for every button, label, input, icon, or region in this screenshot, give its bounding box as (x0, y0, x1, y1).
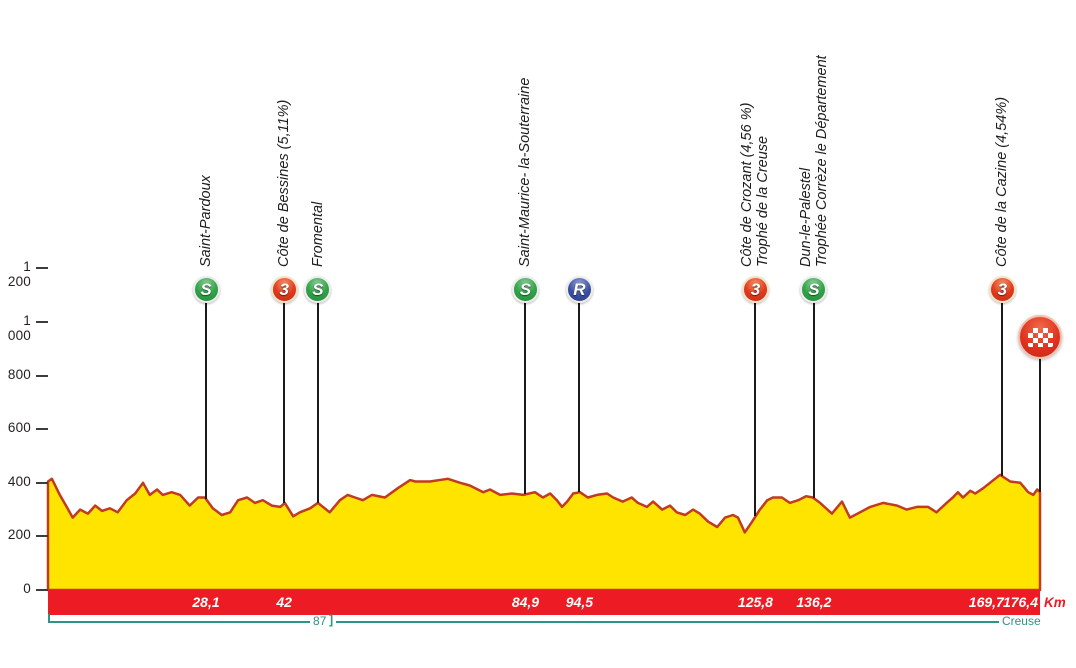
sprint-marker-stem (316, 299, 319, 503)
sprint-marker-stem (524, 299, 527, 495)
marker-name-label: Saint-Maurice- la-Souterraine (517, 78, 533, 267)
y-axis-tick-label: 0 (23, 581, 31, 596)
km-distance-label: 42 (276, 594, 292, 610)
marker-symbol: R (573, 279, 586, 299)
feed-marker-stem (578, 299, 581, 493)
marker-name-line: Trophé de la Creuse (755, 135, 772, 267)
department-line-tick (48, 614, 50, 623)
sprint-marker-stem (812, 299, 815, 499)
marker-symbol: S (200, 279, 212, 299)
marker-name-label: Dun-le-Palestel Trophée Corrèze le Départ… (798, 55, 830, 267)
department-label: Creuse (1001, 614, 1041, 628)
y-axis-tick-mark (36, 374, 48, 377)
y-axis-tick-label: 1 200 (7, 259, 31, 290)
km-distance-label: 84,9 (511, 594, 540, 610)
y-axis-tick-label: 400 (7, 473, 31, 489)
marker-name-line: Côte de Crozant (4,56 %) (739, 102, 756, 267)
sprint-marker-stem (205, 299, 208, 500)
marker-name-line: Saint-Maurice- la-Souterraine (517, 77, 534, 267)
marker-name-label: Saint-Pardoux (198, 175, 214, 267)
climb-marker: 3 (741, 275, 769, 303)
climb-marker-stem (283, 299, 286, 504)
y-axis-tick-mark (36, 428, 48, 431)
y-axis-tick-mark (36, 535, 48, 538)
y-axis-tick-label: 800 (7, 366, 31, 382)
marker-symbol: S (519, 279, 532, 299)
climb-marker-stem (1001, 299, 1004, 477)
km-distance-label: 169,7 (968, 594, 1004, 610)
elevation-profile-path (46, 473, 1042, 592)
y-axis-tick-mark (36, 481, 48, 484)
checkered-flag-icon (1028, 328, 1053, 347)
department-line (48, 621, 311, 623)
marker-name-line: Dun-le-Palestel (797, 167, 814, 267)
marker-name-label: Côte de la Cazine (4,54%) (994, 97, 1010, 267)
finish-marker-stem (1039, 356, 1041, 493)
km-unit-label: Km (1044, 595, 1066, 610)
km-distance-label: 176,4 (1002, 594, 1038, 610)
climb-marker: 3 (270, 275, 298, 303)
sprint-marker: S (511, 275, 539, 303)
feed-marker: R (565, 275, 593, 303)
finish-marker (1018, 315, 1062, 359)
department-line (336, 621, 999, 623)
y-axis-tick-mark (36, 321, 48, 323)
marker-symbol: 3 (279, 279, 289, 299)
marker-name-line: Trophée Corrèze le Département (813, 55, 830, 267)
climb-marker-stem (754, 299, 757, 517)
km-distance-label: 125,8 (737, 594, 773, 610)
y-axis-tick-mark (36, 267, 48, 270)
y-axis-tick-label: 1 000 (7, 313, 31, 343)
department-label: 87 (313, 614, 327, 628)
distance-bar (48, 590, 1040, 615)
sprint-marker: S (304, 275, 332, 303)
sprint-marker: S (800, 275, 828, 303)
km-distance-label: 136,2 (796, 594, 832, 610)
marker-name-line: Saint-Pardoux (198, 175, 215, 267)
marker-name-line: Côte de la Cazine (4,54%) (994, 96, 1011, 267)
marker-name-line: Fromental (309, 201, 326, 267)
marker-name-label: Fromental (310, 202, 326, 267)
marker-symbol: S (312, 279, 324, 299)
marker-symbol: S (808, 279, 820, 299)
climb-marker: 3 (988, 275, 1016, 303)
y-axis-tick-mark (36, 589, 48, 591)
sprint-marker: S (192, 275, 220, 303)
marker-name-line: Côte de Bessines (5,11%) (276, 99, 293, 267)
y-axis-tick-label: 600 (7, 420, 31, 436)
marker-name-label: Côte de Crozant (4,56 %) Trophé de la Cre… (739, 103, 771, 267)
km-distance-label: 28,1 (192, 594, 220, 610)
department-boundary-bracket: ] (329, 613, 334, 627)
marker-symbol: 3 (750, 279, 761, 299)
marker-symbol: 3 (997, 279, 1008, 299)
marker-name-label: Côte de Bessines (5,11%) (276, 100, 292, 267)
y-axis-tick-label: 200 (7, 527, 31, 543)
km-distance-label: 94,5 (565, 594, 594, 610)
